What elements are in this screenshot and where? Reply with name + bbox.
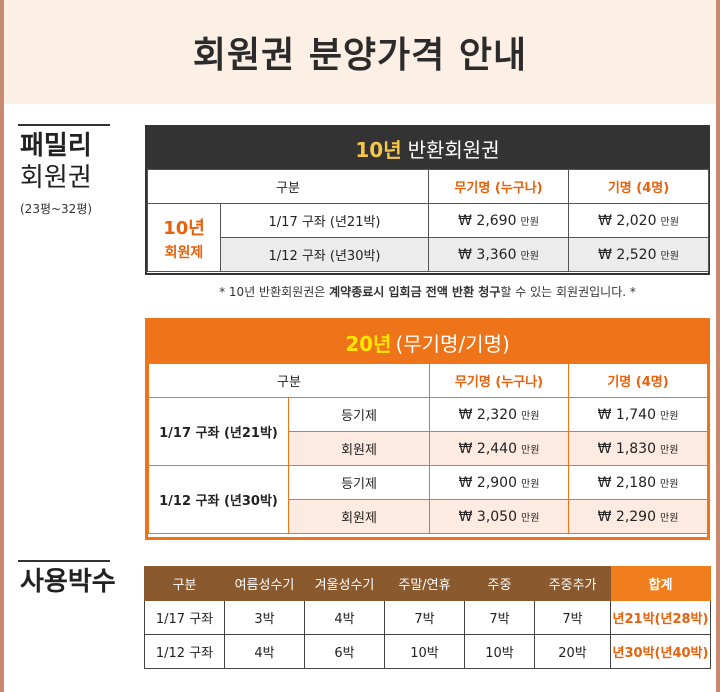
side-label: 10년 회원제 bbox=[147, 203, 221, 272]
col-header: 기명 (4명) bbox=[568, 363, 709, 398]
row-type: 등기제 bbox=[287, 465, 431, 500]
family-line1: 패밀리 bbox=[20, 131, 92, 161]
divider-usage bbox=[18, 560, 110, 562]
price-cell: ₩ 2,020 만원 bbox=[568, 203, 710, 238]
table-cell: 4박 bbox=[304, 600, 385, 635]
col-header: 여름성수기 bbox=[224, 566, 305, 601]
col-header: 무기명 (누구나) bbox=[428, 169, 570, 204]
table-cell: 10박 bbox=[384, 634, 465, 669]
table-10yr: 10년 반환회원권 구분 무기명 (누구나) 기명 (4명) 10년 회원제 1… bbox=[145, 125, 710, 275]
table-row: 회원제 ₩ 2,440 만원 ₩ 1,830 만원 bbox=[148, 431, 709, 466]
table-row: 1/12 구좌 (년30박) 등기제 ₩ 2,900 만원 ₩ 2,180 만원 bbox=[148, 465, 709, 534]
footnote: * 10년 반환회원권은 계약종료시 입회금 전액 반환 청구할 수 있는 회원… bbox=[219, 285, 636, 299]
table-cell: 3박 bbox=[224, 600, 305, 635]
row-name: 1/12 구좌 (년30박) bbox=[219, 237, 430, 272]
page-title: 회원권 분양가격 안내 bbox=[192, 35, 528, 76]
page-frame: 회원권 분양가격 안내 패밀리 회원권 (23평~32평) 10년 반환회원권 … bbox=[4, 0, 716, 692]
table-row: 구분 무기명 (누구나) 기명 (4명) bbox=[146, 169, 710, 204]
row-type: 회원제 bbox=[287, 499, 431, 534]
table-row: 1/17 구좌 (년21박) 등기제 ₩ 2,320 만원 ₩ 1,740 만원 bbox=[148, 397, 709, 466]
table-10yr-title: 반환회원권 bbox=[407, 137, 500, 162]
row-type: 등기제 bbox=[287, 397, 431, 432]
family-line2: 회원권 bbox=[20, 163, 92, 193]
table-10yr-grid: 구분 무기명 (누구나) 기명 (4명) 10년 회원제 1/17 구좌 (년2… bbox=[146, 169, 710, 272]
col-header: 구분 bbox=[146, 169, 430, 204]
total-cell: 년21박(년28박) bbox=[610, 600, 711, 635]
price-cell: ₩ 2,320 만원 bbox=[429, 397, 570, 432]
col-header: 무기명 (누구나) bbox=[429, 363, 570, 398]
side-sub: 회원제 bbox=[164, 244, 204, 261]
table-row: 1/12 구좌 4박 6박 10박 10박 20박 년30박(년40박) bbox=[144, 634, 711, 669]
table-cell: 7박 bbox=[534, 600, 611, 635]
total-cell: 년30박(년40박) bbox=[610, 634, 711, 669]
table-20yr-title: (무기명/기명) bbox=[395, 331, 510, 356]
table-cell: 7박 bbox=[384, 600, 465, 635]
table-row: 10년 회원제 1/17 구좌 (년21박) ₩ 2,690 만원 ₩ 2,020… bbox=[147, 203, 710, 272]
table-cell: 1/12 구좌 bbox=[144, 634, 225, 669]
family-size: (23평~32평) bbox=[20, 202, 93, 216]
col-header: 구분 bbox=[147, 363, 431, 398]
table-row: 1/12 구좌 (년30박) ₩ 3,360 만원 ₩ 2,520 만원 bbox=[147, 237, 710, 272]
price-cell: ₩ 2,690 만원 bbox=[428, 203, 570, 238]
table-cell: 6박 bbox=[304, 634, 385, 669]
table-cell: 7박 bbox=[464, 600, 535, 635]
group-name: 1/17 구좌 (년21박) bbox=[148, 397, 289, 466]
price-cell: ₩ 2,900 만원 bbox=[429, 465, 570, 500]
col-header: 구분 bbox=[144, 566, 225, 601]
table-20yr: 20년 (무기명/기명) 구분 무기명 (누구나) 기명 (4명) 1/17 구… bbox=[145, 318, 710, 540]
col-header: 주말/연휴 bbox=[384, 566, 465, 601]
header-banner: 회원권 분양가격 안내 bbox=[4, 0, 716, 104]
price-cell: ₩ 3,050 만원 bbox=[429, 499, 570, 534]
table-cell: 20박 bbox=[534, 634, 611, 669]
side-year: 10년 bbox=[163, 217, 205, 239]
price-cell: ₩ 2,520 만원 bbox=[568, 237, 710, 272]
price-cell: ₩ 1,740 만원 bbox=[568, 397, 709, 432]
table-row: 구분 여름성수기 겨울성수기 주말/연휴 주중 주중추가 합계 bbox=[144, 566, 711, 601]
table-cell: 1/17 구좌 bbox=[144, 600, 225, 635]
row-type: 회원제 bbox=[287, 431, 431, 466]
price-cell: ₩ 2,180 만원 bbox=[568, 465, 709, 500]
col-header: 겨울성수기 bbox=[304, 566, 385, 601]
table-row: 구분 무기명 (누구나) 기명 (4명) bbox=[147, 363, 709, 398]
table-cell: 4박 bbox=[224, 634, 305, 669]
col-header: 기명 (4명) bbox=[568, 169, 710, 204]
table-10yr-year: 10년 bbox=[355, 137, 402, 162]
price-cell: ₩ 1,830 만원 bbox=[568, 431, 709, 466]
usage-table: 구분 여름성수기 겨울성수기 주말/연휴 주중 주중추가 합계 1/17 구좌 … bbox=[144, 566, 711, 669]
divider-family bbox=[18, 124, 110, 126]
price-cell: ₩ 3,360 만원 bbox=[428, 237, 570, 272]
usage-title: 사용박수 bbox=[20, 567, 116, 597]
family-label: 패밀리 회원권 (23평~32평) bbox=[20, 130, 92, 217]
row-name: 1/17 구좌 (년21박) bbox=[219, 203, 430, 238]
table-20yr-header: 20년 (무기명/기명) bbox=[148, 321, 707, 363]
col-header-total: 합계 bbox=[610, 566, 711, 601]
group-name: 1/12 구좌 (년30박) bbox=[148, 465, 289, 534]
col-header: 주중 bbox=[464, 566, 535, 601]
price-cell: ₩ 2,290 만원 bbox=[568, 499, 709, 534]
usage-label: 사용박수 bbox=[20, 566, 116, 598]
col-header: 주중추가 bbox=[534, 566, 611, 601]
table-10yr-header: 10년 반환회원권 bbox=[147, 127, 708, 169]
table-cell: 10박 bbox=[464, 634, 535, 669]
table-20yr-year: 20년 bbox=[345, 331, 392, 356]
table-20yr-grid: 구분 무기명 (누구나) 기명 (4명) 1/17 구좌 (년21박) 등기제 … bbox=[147, 363, 709, 534]
table-row: 1/17 구좌 3박 4박 7박 7박 7박 년21박(년28박) bbox=[144, 600, 711, 635]
price-cell: ₩ 2,440 만원 bbox=[429, 431, 570, 466]
